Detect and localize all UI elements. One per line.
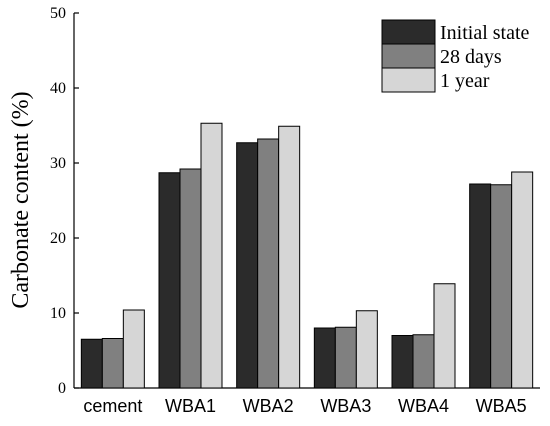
bar-WBA3-initial-state: [313, 327, 336, 389]
bar-WBA1-1-year: [200, 122, 223, 389]
bar-WBA2-1-year: [278, 125, 301, 389]
y-tick-label-20: 20: [50, 230, 66, 247]
bar-WBA5-28-days: [490, 184, 513, 389]
bar-WBA4-28-days: [412, 334, 435, 389]
y-tick-label-40: 40: [50, 80, 66, 97]
x-tick-label-WBA2: WBA2: [243, 396, 294, 416]
bar-WBA5-1-year: [511, 171, 534, 389]
bar-cement-28-days: [101, 338, 124, 389]
legend-label-28-days: 28 days: [440, 46, 502, 68]
y-tick-label-50: 50: [50, 5, 66, 22]
plot-area: 0 10 20 30 40 50 cement WBA1 WBA2 WBA3 WBA4 WBA5: [50, 5, 540, 416]
x-tick-label-WBA3: WBA3: [320, 396, 371, 416]
x-tick-label-WBA1: WBA1: [165, 396, 216, 416]
bar-WBA1-initial-state: [158, 172, 181, 389]
x-tick-label-WBA4: WBA4: [398, 396, 449, 416]
legend-swatch-initial-state: [381, 19, 436, 45]
bar-WBA4-initial-state: [391, 335, 414, 389]
bar-WBA3-28-days: [334, 326, 357, 389]
legend-label-initial-state: Initial state: [440, 22, 530, 44]
x-tick-label-WBA5: WBA5: [476, 396, 527, 416]
legend-swatch-28-days: [381, 43, 436, 69]
y-tick-label-10: 10: [50, 305, 66, 322]
bar-WBA2-28-days: [257, 138, 280, 389]
legend-label-1-year: 1 year: [440, 70, 490, 92]
y-ticks: 0 10 20 30 40 50: [50, 5, 79, 397]
x-tick-label-cement: cement: [83, 396, 142, 416]
x-ticks: cement WBA1 WBA2 WBA3 WBA4 WBA5: [83, 396, 526, 416]
y-tick-label-30: 30: [50, 155, 66, 172]
bar-WBA1-28-days: [179, 168, 202, 389]
bars: [80, 122, 534, 389]
bar-WBA3-1-year: [355, 310, 378, 389]
bar-WBA5-initial-state: [469, 183, 492, 389]
bar-cement-1-year: [122, 309, 145, 389]
legend-swatch-1-year: [381, 67, 436, 93]
y-tick-label-0: 0: [58, 380, 66, 397]
bar-cement-initial-state: [80, 338, 103, 389]
bar-WBA4-1-year: [433, 283, 456, 389]
y-axis-label: Carbonate content (%): [8, 91, 34, 308]
bar-WBA2-initial-state: [236, 142, 259, 389]
